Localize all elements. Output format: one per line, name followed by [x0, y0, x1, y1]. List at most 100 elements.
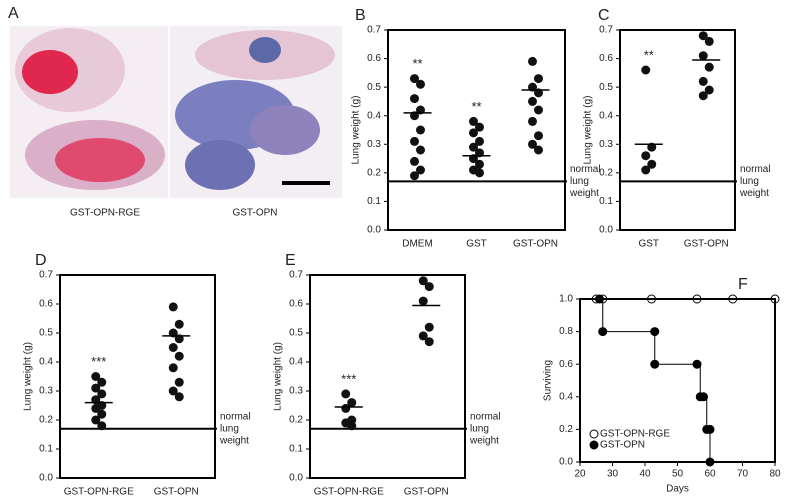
- image-caption: GST-OPN: [232, 208, 277, 219]
- survival-point: [705, 424, 715, 434]
- x-tick-label: GST: [466, 239, 487, 250]
- x-tick-label: GST: [638, 239, 659, 250]
- y-tick-label: 0.5: [599, 82, 613, 93]
- y-tick-label: 0.6: [289, 299, 303, 310]
- survival-point: [699, 392, 708, 402]
- y-tick-label: 0.6: [39, 299, 53, 310]
- y-tick-label: 0.8: [559, 326, 573, 337]
- legend-marker: [589, 440, 599, 450]
- data-dot: [97, 421, 107, 431]
- reference-label: weight: [739, 188, 769, 199]
- x-tick-label: GST-OPN: [154, 487, 199, 498]
- y-axis-label: Lung weight (g): [273, 342, 284, 411]
- y-tick-label: 0.1: [367, 196, 381, 207]
- y-tick-label: 0.6: [367, 53, 381, 64]
- y-tick-label: 0.7: [39, 270, 53, 281]
- data-dot: [347, 398, 357, 408]
- y-tick-label: 0.3: [289, 386, 303, 397]
- data-dot: [424, 282, 434, 292]
- reference-label: lung: [570, 176, 589, 187]
- data-dot: [469, 116, 478, 126]
- data-dot: [528, 56, 537, 66]
- data-dot: [698, 51, 708, 61]
- y-tick-label: 0.1: [289, 444, 303, 455]
- y-tick-label: 0.7: [367, 25, 381, 36]
- data-dot: [475, 122, 484, 132]
- significance: ***: [341, 371, 356, 386]
- data-dot: [534, 74, 543, 84]
- data-dot: [534, 131, 543, 141]
- y-tick-label: 0.0: [599, 225, 613, 236]
- y-axis-label: Lung weight (g): [583, 96, 594, 165]
- y-tick-label: 1.0: [559, 294, 573, 305]
- survival-point: [598, 327, 608, 337]
- data-dot: [174, 319, 184, 329]
- panel-label: A: [8, 5, 19, 22]
- data-dot: [704, 85, 714, 95]
- plot-frame: [387, 29, 566, 231]
- x-tick-label: 50: [672, 469, 684, 480]
- reference-label: normal: [220, 411, 251, 422]
- data-dot: [410, 74, 419, 84]
- y-tick-label: 0.7: [599, 25, 613, 36]
- plot-frame: [619, 29, 736, 231]
- histology-images: [10, 26, 342, 198]
- data-dot: [528, 96, 537, 106]
- data-dot: [341, 403, 351, 413]
- data-dot: [641, 165, 651, 175]
- reference-label: weight: [469, 435, 499, 446]
- data-dot: [416, 165, 425, 175]
- significance: ***: [91, 354, 106, 369]
- y-tick-label: 0.4: [289, 357, 303, 368]
- data-dot: [418, 296, 428, 306]
- legend-marker: [589, 429, 599, 439]
- y-tick-label: 0.6: [559, 359, 573, 370]
- reference-label: lung: [220, 423, 239, 434]
- data-dot: [174, 351, 184, 361]
- y-tick-label: 0.5: [289, 328, 303, 339]
- reference-label: lung: [470, 423, 489, 434]
- x-tick-label: 80: [769, 469, 781, 480]
- y-tick-label: 0.2: [367, 167, 381, 178]
- y-tick-label: 0.1: [599, 196, 613, 207]
- data-dot: [97, 389, 107, 399]
- x-tick-label: 60: [704, 469, 716, 480]
- x-tick-label: GST-OPN: [513, 239, 558, 250]
- y-tick-label: 0.3: [599, 139, 613, 150]
- y-tick-label: 0.0: [39, 473, 53, 484]
- panel-label: D: [35, 252, 47, 269]
- y-axis-label: Lung weight (g): [23, 342, 34, 411]
- y-tick-label: 0.6: [599, 53, 613, 64]
- x-tick-label: 40: [639, 469, 651, 480]
- reference-label: normal: [570, 164, 601, 175]
- reference-label: weight: [569, 188, 599, 199]
- plot-frame: [59, 274, 216, 479]
- data-dot: [418, 276, 428, 286]
- y-tick-label: 0.0: [289, 473, 303, 484]
- data-dot: [347, 421, 357, 431]
- x-tick-label: GST-OPN: [684, 239, 729, 250]
- data-dot: [416, 79, 425, 89]
- data-dot: [91, 403, 101, 413]
- x-axis-label: Days: [666, 484, 689, 495]
- significance: **: [644, 47, 654, 62]
- y-tick-label: 0.2: [599, 167, 613, 178]
- y-tick-label: 0.2: [39, 415, 53, 426]
- x-tick-label: 30: [607, 469, 619, 480]
- y-axis-label: Surviving: [543, 360, 554, 401]
- legend-label: GST-OPN-RGE: [600, 429, 670, 440]
- panel-label: B: [355, 7, 366, 24]
- significance: **: [412, 56, 422, 71]
- y-tick-label: 0.4: [39, 357, 53, 368]
- y-tick-label: 0.2: [559, 424, 573, 435]
- data-dot: [418, 331, 428, 341]
- data-dot: [168, 302, 178, 312]
- data-dot: [647, 159, 657, 169]
- x-tick-label: 70: [737, 469, 749, 480]
- data-dot: [97, 409, 107, 419]
- data-dot: [174, 377, 184, 387]
- survival-point: [650, 359, 660, 369]
- panel-label: E: [285, 252, 296, 269]
- significance: **: [471, 99, 481, 114]
